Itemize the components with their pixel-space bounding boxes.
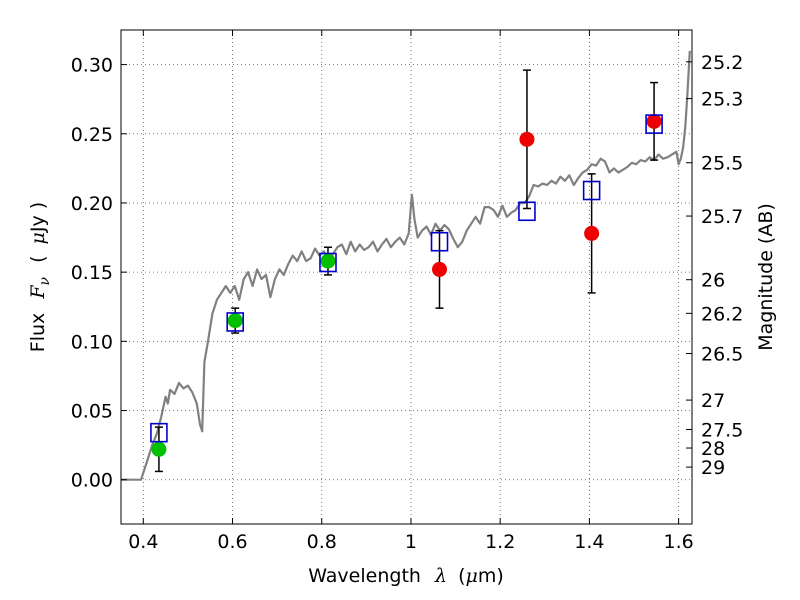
y-tick-label: 0.20 [71, 193, 113, 215]
green-detection-point [320, 253, 336, 269]
y-axis-subscript: ν [37, 276, 53, 285]
x-axis-title: Wavelength λ (μm) [308, 565, 504, 587]
x-tick-label: 0.6 [217, 531, 247, 553]
x-tick-label: 1.6 [664, 531, 694, 553]
y-tick-label: 0.25 [71, 124, 113, 146]
mag-tick-label: 25.5 [701, 153, 743, 175]
model-photometry-box [319, 252, 337, 273]
red-detection-point [584, 225, 600, 241]
y-tick-label: 0.30 [71, 55, 113, 77]
y-axis-unit-rest: Jy ) [27, 202, 49, 233]
model-photometry-box [150, 422, 168, 443]
red-detection-point [432, 261, 448, 277]
mag-tick-label: 29 [701, 457, 725, 479]
green-detection-point [151, 441, 167, 457]
y2-axis-title: Magnitude (AB) [755, 203, 777, 351]
y-axis-symbol: F [27, 285, 49, 300]
model-photometry-box [226, 312, 244, 332]
red-detection-point [646, 113, 662, 129]
green-detection-point [227, 313, 243, 329]
x-tick-label: 0.4 [128, 531, 158, 553]
x-tick-label: 0.8 [307, 531, 337, 553]
mag-tick-label: 26 [701, 270, 725, 292]
y-axis-unit-open: ( [27, 256, 49, 263]
model-photometry-box [518, 201, 536, 222]
model-photometry-box [430, 231, 449, 252]
mag-tick-label: 26.2 [701, 303, 743, 325]
plot-area [121, 50, 691, 481]
y-tick-label: 0.15 [71, 262, 113, 284]
ticks: 0.4 0.6 0.8 1 1.2 1.4 1.6 0.00 0.05 0.10 0.15 0.20 0… [71, 30, 743, 553]
x-axis-symbol: λ [434, 565, 447, 587]
mag-tick-label: 25.2 [701, 52, 743, 74]
y-axis-title: Flux Fν ( μJy ) [27, 202, 54, 352]
y-axis-unit-mu: μ [27, 232, 49, 244]
y-axis-label-text: Flux [27, 313, 49, 353]
x-axis-unit-mu: μ [466, 565, 478, 587]
axes-frame [120, 29, 693, 525]
mag-tick-label: 27.5 [701, 419, 743, 441]
x-axis-unit-open: ( [458, 565, 465, 587]
model-spectrum-line [121, 50, 691, 481]
y-tick-label: 0.05 [71, 401, 113, 423]
mag-tick-label: 28 [701, 438, 725, 460]
x-tick-label: 1.4 [574, 531, 604, 553]
x-tick-label: 1.2 [485, 531, 515, 553]
model-photometry-box [645, 114, 663, 134]
mag-tick-label: 27 [701, 390, 725, 412]
mag-tick-label: 26.5 [701, 344, 743, 366]
mag-tick-label: 25.7 [701, 206, 743, 228]
y-tick-label: 0.10 [71, 331, 113, 353]
x-axis-label-text: Wavelength [308, 565, 421, 587]
mag-tick-label: 25.3 [701, 89, 743, 111]
x-axis-unit-rest: m) [478, 565, 504, 587]
x-tick-label: 1 [405, 531, 417, 553]
red-detection-point [519, 131, 535, 147]
model-photometry-box [582, 180, 601, 201]
y-tick-label: 0.00 [71, 470, 113, 492]
